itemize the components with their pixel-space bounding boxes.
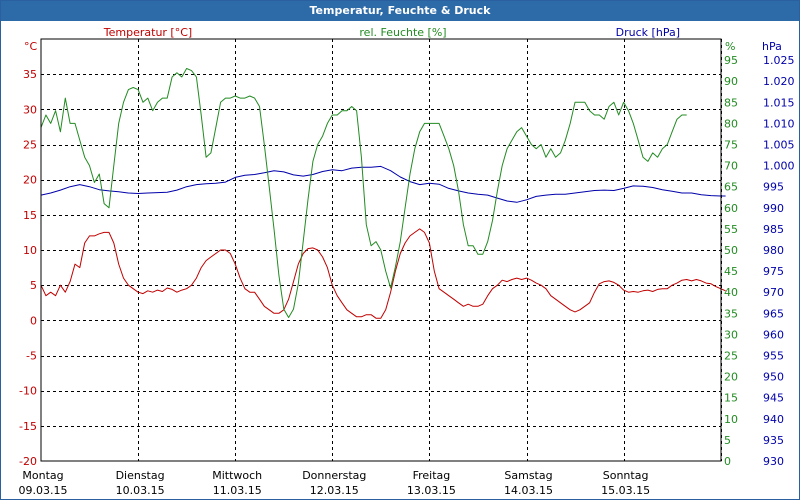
pressure-series-line [40,165,726,203]
pressure-tick-label: 1.000 [763,160,795,173]
humidity-tick-label: 40 [724,286,738,299]
humidity-unit-label: % [725,40,735,53]
pressure-tick-label: 985 [763,223,784,236]
x-label-day: Montag [22,469,63,482]
humidity-tick-label: 10 [724,413,738,426]
series-layer [40,68,726,319]
pressure-tick-label: 1.005 [763,139,795,152]
x-label-date: 11.03.15 [213,484,262,497]
x-label-day: Dienstag [116,469,165,482]
humidity-axis-title: rel. Feuchte [%] [359,26,446,39]
temperature-tick-label: -10 [19,385,37,398]
humidity-tick-label: 60 [724,202,738,215]
pressure-ticks: 930 935 940 945 950 955 960 965 970 975 980 985 990 9… [763,54,795,468]
pressure-tick-label: 945 [763,392,784,405]
humidity-tick-label: 15 [724,392,738,405]
x-label-date: 09.03.15 [19,484,68,497]
humidity-tick-label: 45 [724,265,738,278]
humidity-tick-label: 95 [724,54,738,67]
x-label-date: 15.03.15 [601,484,650,497]
pressure-tick-label: 990 [763,202,784,215]
humidity-tick-label: 5 [724,434,731,447]
pressure-tick-label: 965 [763,307,784,320]
temperature-tick-label: -15 [19,420,37,433]
humidity-tick-label: 90 [724,75,738,88]
temperature-unit-label: °C [24,40,38,53]
x-label-day: Samstag [504,469,552,482]
temperature-tick-label: -20 [19,455,37,468]
temperature-series-line [40,228,726,319]
humidity-tick-label: 80 [724,117,738,130]
x-label-day: Sonntag [603,469,649,482]
humidity-tick-label: 0 [724,455,731,468]
temperature-tick-label: 5 [30,279,37,292]
humidity-tick-label: 20 [724,371,738,384]
pressure-tick-label: 970 [763,286,784,299]
humidity-tick-label: 35 [724,307,738,320]
humidity-tick-label: 30 [724,328,738,341]
x-label-date: 12.03.15 [310,484,359,497]
pressure-tick-label: 935 [763,434,784,447]
pressure-tick-label: 1.025 [763,54,795,67]
x-label-date: 14.03.15 [504,484,553,497]
humidity-tick-label: 85 [724,96,738,109]
humidity-tick-label: 70 [724,160,738,173]
humidity-tick-label: 50 [724,244,738,257]
humidity-tick-label: 65 [724,181,738,194]
temperature-tick-label: 0 [30,314,37,327]
pressure-tick-label: 960 [763,328,784,341]
plot-border [40,38,722,462]
x-labels: Montag 09.03.15 Dienstag 10.03.15 Mittwoch 11… [19,469,651,497]
x-label-day: Mittwoch [212,469,262,482]
pressure-tick-label: 995 [763,181,784,194]
pressure-tick-label: 955 [763,350,784,363]
pressure-tick-label: 1.020 [763,75,795,88]
humidity-ticks: 0 5 10 15 20 25 30 35 40 45 50 55 60 65 70 75 80 85 90 95 [724,54,738,468]
x-label-date: 13.03.15 [407,484,456,497]
pressure-tick-label: 975 [763,265,784,278]
humidity-tick-label: 55 [724,223,738,236]
temperature-ticks: -20 -15 -10 -5 0 5 10 15 20 25 30 35 [19,68,37,468]
pressure-tick-label: 1.010 [763,117,795,130]
humidity-series-line [40,68,687,318]
temperature-tick-label: 35 [23,68,37,81]
pressure-tick-label: 1.015 [763,96,795,109]
temperature-tick-label: 15 [23,209,37,222]
x-label-day: Freitag [413,469,451,482]
temperature-tick-label: 20 [23,174,37,187]
temperature-tick-label: -5 [26,350,37,363]
humidity-tick-label: 75 [724,139,738,152]
chart-title: Temperatur, Feuchte & Druck [1,1,799,21]
humidity-tick-label: 25 [724,350,738,363]
temperature-tick-label: 10 [23,244,37,257]
pressure-tick-label: 930 [763,455,784,468]
pressure-tick-label: 980 [763,244,784,257]
temperature-tick-label: 25 [23,139,37,152]
pressure-tick-label: 950 [763,371,784,384]
x-label-date: 10.03.15 [116,484,165,497]
pressure-axis-title: Druck [hPa] [616,26,680,39]
temperature-axis-title: Temperatur [°C] [103,26,192,39]
x-label-day: Donnerstag [302,469,366,482]
pressure-tick-label: 940 [763,413,784,426]
pressure-unit-label: hPa [762,40,782,53]
temperature-tick-label: 30 [23,103,37,116]
